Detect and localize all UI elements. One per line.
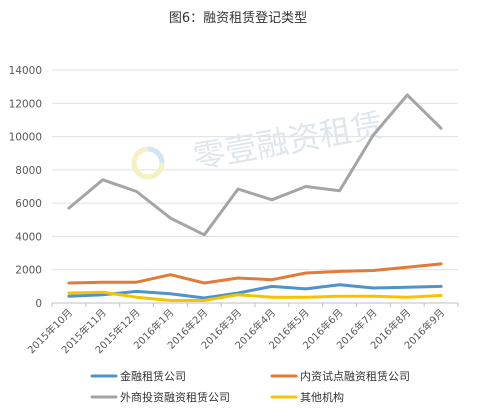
series-line	[67, 262, 443, 285]
grid-layer	[52, 69, 458, 271]
series-line	[67, 93, 443, 237]
watermark-logo-icon	[131, 146, 165, 180]
y-tick-label: 2000	[15, 265, 42, 277]
legend-label: 金融租赁公司	[120, 369, 186, 383]
chart-title: 图6：融资租赁登记类型	[169, 11, 307, 26]
series-line	[67, 290, 443, 302]
legend-label: 其他机构	[300, 390, 344, 404]
y-tick-label: 12000	[9, 98, 42, 110]
y-tick-label: 6000	[15, 198, 42, 210]
watermark-text: 零壹融资租赁	[190, 106, 386, 177]
y-tick-label: 4000	[15, 231, 42, 243]
y-tick-label: 8000	[15, 165, 42, 177]
axis-layer: 020004000600080001000012000140002015年10月…	[9, 65, 459, 356]
legend-label: 外商投资融资租赁公司	[120, 390, 230, 404]
y-tick-label: 14000	[9, 65, 42, 77]
y-tick-label: 0	[35, 298, 42, 310]
legend-label: 内资试点融资租赁公司	[300, 369, 410, 383]
y-tick-label: 10000	[9, 132, 42, 144]
series-layer	[67, 93, 443, 302]
series-line	[67, 283, 443, 300]
